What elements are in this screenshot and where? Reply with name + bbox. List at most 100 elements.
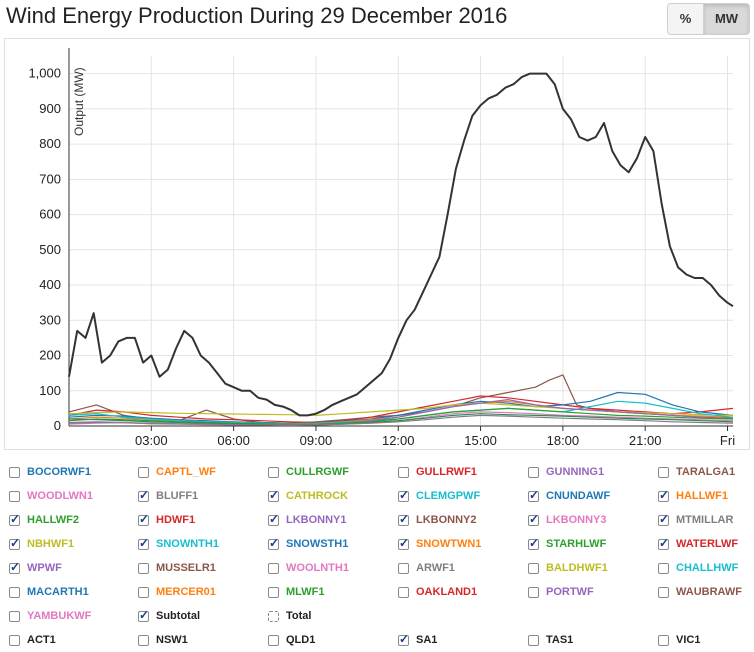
checkbox-box[interactable]	[398, 466, 409, 478]
checkbox-box[interactable]	[528, 512, 539, 526]
checkbox-box[interactable]	[658, 586, 669, 598]
checkbox-starhlwf[interactable]: STARHLWF	[528, 535, 606, 553]
checkbox-oakland1[interactable]: OAKLAND1	[398, 583, 477, 601]
checkbox-box[interactable]	[398, 562, 409, 574]
percent-toggle-button[interactable]: %	[667, 3, 704, 35]
checkbox-box[interactable]	[268, 488, 279, 502]
checkbox-label: WPWF	[27, 562, 62, 574]
checkbox-box[interactable]	[658, 512, 669, 526]
checkbox-macarth1[interactable]: MACARTH1	[9, 583, 89, 601]
checkbox-gunning1[interactable]: GUNNING1	[528, 463, 604, 481]
checkbox-box[interactable]	[528, 634, 539, 646]
checkbox-bocorwf1[interactable]: BOCORWF1	[9, 463, 91, 481]
checkbox-subtotal[interactable]: Subtotal	[138, 607, 200, 625]
mw-toggle-button[interactable]: MW	[703, 3, 750, 35]
checkbox-yambukwf[interactable]: YAMBUKWF	[9, 607, 91, 625]
checkbox-box[interactable]	[268, 634, 279, 646]
checkbox-cathrock[interactable]: CATHROCK	[268, 487, 348, 505]
checkbox-woodlwn1[interactable]: WOODLWN1	[9, 487, 93, 505]
checkbox-box[interactable]	[658, 466, 669, 478]
checkbox-box[interactable]	[658, 536, 669, 550]
checkbox-box[interactable]	[9, 586, 20, 598]
checkbox-box[interactable]	[9, 610, 20, 622]
checkbox-hdwf1[interactable]: HDWF1	[138, 511, 195, 529]
checkbox-box[interactable]	[268, 466, 279, 478]
checkbox-box[interactable]	[9, 490, 20, 502]
checkbox-act1[interactable]: ACT1	[9, 631, 56, 649]
checkbox-box[interactable]	[398, 488, 409, 502]
checkbox-box[interactable]	[268, 536, 279, 550]
checkbox-baldhwf1[interactable]: BALDHWF1	[528, 559, 608, 577]
checkbox-snownth1[interactable]: SNOWNTH1	[138, 535, 219, 553]
checkbox-clemgpwf[interactable]: CLEMGPWF	[398, 487, 480, 505]
checkbox-waterlwf[interactable]: WATERLWF	[658, 535, 738, 553]
checkbox-mlwf1[interactable]: MLWF1	[268, 583, 325, 601]
checkbox-box[interactable]	[138, 562, 149, 574]
checkbox-box[interactable]	[9, 536, 20, 550]
checkbox-cnundawf[interactable]: CNUNDAWF	[528, 487, 610, 505]
checkbox-waubrawf[interactable]: WAUBRAWF	[658, 583, 742, 601]
checkbox-label: SA1	[416, 634, 438, 646]
checkbox-lkbonny2[interactable]: LKBONNY2	[398, 511, 477, 529]
checkbox-box[interactable]	[528, 536, 539, 550]
checkbox-label: Subtotal	[156, 610, 200, 622]
checkbox-box[interactable]	[268, 586, 279, 598]
checkbox-box[interactable]	[528, 586, 539, 598]
checkbox-musselr1[interactable]: MUSSELR1	[138, 559, 216, 577]
checkbox-box[interactable]	[138, 634, 149, 646]
checkbox-label: GUNNING1	[546, 466, 605, 478]
checkbox-qld1[interactable]: QLD1	[268, 631, 315, 649]
checkbox-label: HDWF1	[156, 514, 196, 526]
checkbox-box[interactable]	[138, 586, 149, 598]
checkbox-mtmillar[interactable]: MTMILLAR	[658, 511, 733, 529]
checkbox-box[interactable]	[9, 560, 20, 574]
checkbox-gullrwf1[interactable]: GULLRWF1	[398, 463, 477, 481]
checkbox-box[interactable]	[138, 536, 149, 550]
checkbox-hallwf2[interactable]: HALLWF2	[9, 511, 79, 529]
checkbox-box[interactable]	[9, 466, 20, 478]
checkbox-cullrgwf[interactable]: CULLRGWF	[268, 463, 349, 481]
checkbox-wpwf[interactable]: WPWF	[9, 559, 62, 577]
checkbox-box[interactable]	[138, 488, 149, 502]
checkbox-sa1[interactable]: SA1	[398, 631, 437, 649]
checkbox-lkbonny1[interactable]: LKBONNY1	[268, 511, 347, 529]
checkbox-snowtwn1[interactable]: SNOWTWN1	[398, 535, 481, 553]
checkbox-box[interactable]	[398, 536, 409, 550]
checkbox-snowsth1[interactable]: SNOWSTH1	[268, 535, 348, 553]
checkbox-box[interactable]	[528, 488, 539, 502]
checkbox-box[interactable]	[9, 512, 20, 526]
checkbox-nsw1[interactable]: NSW1	[138, 631, 188, 649]
checkbox-box[interactable]	[138, 466, 149, 478]
checkbox-lkbonny3[interactable]: LKBONNY3	[528, 511, 607, 529]
checkbox-box[interactable]	[528, 562, 539, 574]
checkbox-box[interactable]	[398, 632, 409, 646]
checkbox-box[interactable]	[658, 488, 669, 502]
checkbox-arwf1[interactable]: ARWF1	[398, 559, 455, 577]
checkbox-box[interactable]	[268, 512, 279, 526]
checkbox-label: YAMBUKWF	[27, 610, 92, 622]
checkbox-box[interactable]	[658, 634, 669, 646]
checkbox-woolnth1[interactable]: WOOLNTH1	[268, 559, 349, 577]
checkbox-tas1[interactable]: TAS1	[528, 631, 573, 649]
checkbox-box[interactable]	[528, 466, 539, 478]
checkbox-box[interactable]	[658, 562, 669, 574]
checkbox-mercer01[interactable]: MERCER01	[138, 583, 216, 601]
checkbox-label: MACARTH1	[27, 586, 89, 598]
checkbox-box[interactable]	[398, 512, 409, 526]
checkbox-hallwf1[interactable]: HALLWF1	[658, 487, 728, 505]
checkbox-label: BOCORWF1	[27, 466, 91, 478]
checkbox-box[interactable]	[9, 634, 20, 646]
checkbox-box[interactable]	[268, 610, 279, 622]
checkbox-box[interactable]	[398, 586, 409, 598]
checkbox-challhwf[interactable]: CHALLHWF	[658, 559, 738, 577]
checkbox-taralga1[interactable]: TARALGA1	[658, 463, 735, 481]
checkbox-total[interactable]: Total	[268, 607, 311, 625]
checkbox-captl_wf[interactable]: CAPTL_WF	[138, 463, 216, 481]
checkbox-portwf[interactable]: PORTWF	[528, 583, 594, 601]
checkbox-box[interactable]	[268, 562, 279, 574]
checkbox-box[interactable]	[138, 608, 149, 622]
checkbox-box[interactable]	[138, 512, 149, 526]
checkbox-nbhwf1[interactable]: NBHWF1	[9, 535, 74, 553]
checkbox-bluff1[interactable]: BLUFF1	[138, 487, 198, 505]
checkbox-vic1[interactable]: VIC1	[658, 631, 700, 649]
